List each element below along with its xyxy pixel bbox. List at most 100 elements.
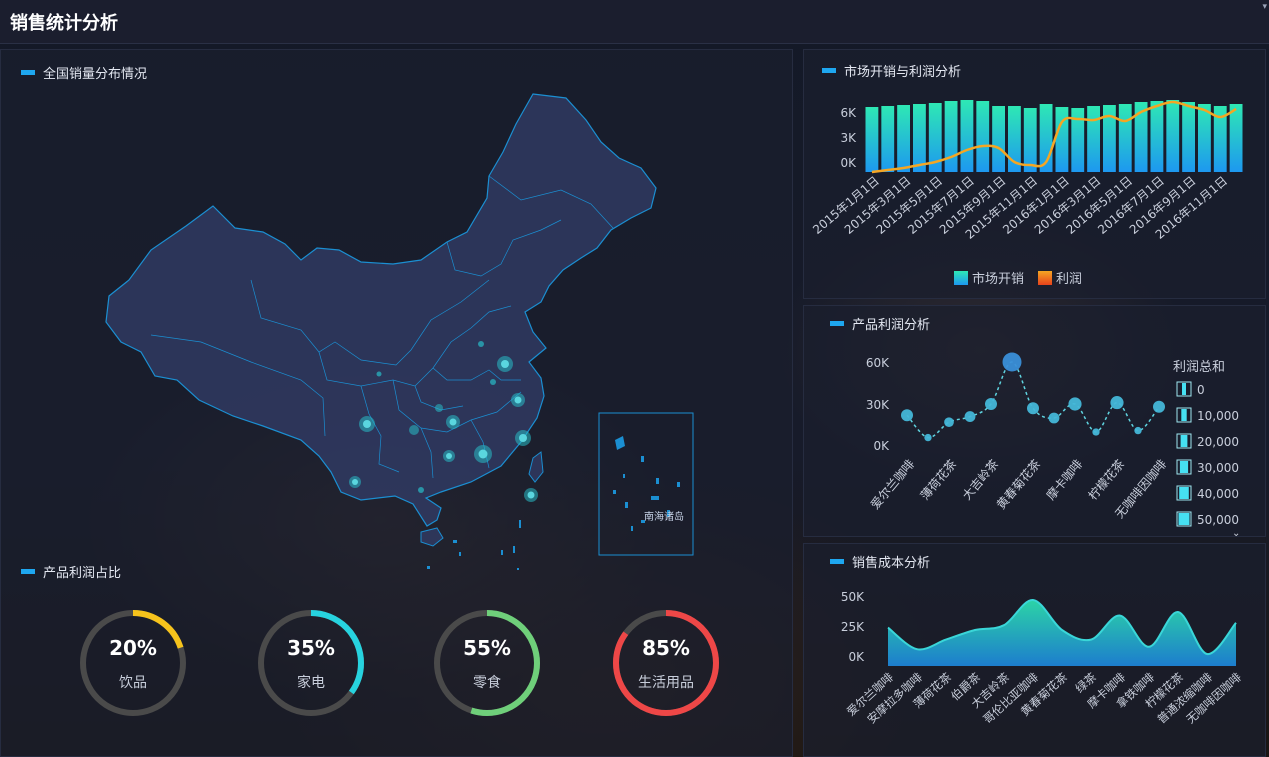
legend-swatch-spend [954, 271, 968, 285]
x-tick: 摩卡咖啡 [1043, 456, 1085, 502]
legend-label[interactable]: 利润 [1056, 272, 1082, 287]
ring-chart [434, 610, 540, 716]
bar[interactable] [960, 100, 974, 172]
bar[interactable] [1071, 108, 1085, 172]
legend-swatch [1176, 433, 1192, 449]
title-marker-icon [830, 559, 844, 564]
bar[interactable] [865, 107, 879, 172]
scatter-point[interactable] [1027, 402, 1039, 415]
bar[interactable] [1023, 108, 1037, 172]
bar[interactable] [1182, 102, 1195, 172]
profit-panel: 产品利润分析 60K 30K 0K 爱尔兰咖啡 薄荷花茶 大吉岭茶 黄春菊花茶 摩卡咖啡… [803, 305, 1267, 538]
scatter-point[interactable] [1153, 400, 1165, 413]
y-tick: 0K [840, 156, 857, 170]
ring-panel-header: 产品利润占比 [21, 562, 121, 581]
bar[interactable] [881, 106, 895, 172]
legend-swatch-fill [1181, 409, 1187, 421]
cost-area [888, 599, 1236, 666]
x-tick: 大吉岭茶 [959, 456, 1001, 502]
scatter-point[interactable] [944, 417, 954, 428]
legend-swatch-fill [1179, 487, 1189, 499]
ring-label: 零食 [473, 675, 501, 691]
bar[interactable] [897, 105, 910, 172]
map-panel-header: 全国销量分布情况 [21, 63, 147, 82]
bar[interactable] [1166, 100, 1180, 172]
ring-daily-goods[interactable]: 85% 生活用品 [611, 608, 721, 718]
ring-percent: 55% [463, 636, 511, 660]
scatter-point[interactable] [985, 398, 997, 410]
bar[interactable] [913, 104, 926, 172]
title-marker-icon [830, 321, 844, 326]
ring-appliances[interactable]: 35% 家电 [256, 608, 366, 718]
scatter-point[interactable] [1092, 428, 1100, 436]
cost-panel: 销售成本分析 50K 25K 0K 爱尔兰咖啡 安摩拉多咖啡 薄荷花茶 伯爵茶 大吉岭茶… [803, 543, 1266, 757]
scatter-point[interactable] [1048, 412, 1060, 424]
bar[interactable] [1150, 101, 1164, 172]
profit-panel-header: 产品利润分析 [830, 314, 930, 333]
inset-islands [613, 436, 680, 531]
legend-swatch [1176, 511, 1192, 527]
map-panel-title: 全国销量分布情况 [43, 67, 148, 82]
bar[interactable] [1103, 105, 1116, 172]
legend-swatch-fill [1180, 435, 1188, 447]
chevron-down-icon[interactable]: ⌄ [1232, 528, 1240, 538]
market-chart[interactable]: 6K 3K 0K 2015年1月1日2015年3月1日2015年5月1日2015… [804, 50, 1267, 300]
bar[interactable] [1229, 104, 1243, 172]
province-borders [150, 175, 614, 479]
x-tick: 黄春菊花茶 [993, 456, 1043, 512]
bar[interactable] [1213, 106, 1227, 172]
market-panel-header: 市场开销与利润分析 [822, 61, 961, 80]
scatter-point[interactable] [901, 409, 913, 422]
bar[interactable] [992, 106, 1005, 172]
legend-swatch-profit [1038, 271, 1052, 285]
bar[interactable] [976, 101, 990, 172]
profit-line [871, 100, 1237, 174]
legend-title: 利润总和 [1173, 360, 1225, 375]
market-panel: 市场开销与利润分析 6K 3K 0K 2015年1月1日 2015年3月1日 201… [803, 49, 1266, 299]
bar[interactable] [944, 101, 958, 172]
bar[interactable] [928, 103, 942, 172]
cost-chart[interactable]: 50K 25K 0K 爱尔兰咖啡安摩拉多咖啡薄荷花茶伯爵茶大吉岭茶哥伦比亚咖啡黄… [804, 544, 1267, 757]
bar[interactable] [1087, 106, 1100, 172]
bar[interactable] [1198, 104, 1211, 172]
ring-arc [80, 610, 186, 716]
cost-panel-header: 销售成本分析 [830, 552, 930, 571]
taiwan-island [528, 451, 544, 483]
y-tick: 0K [848, 650, 865, 664]
ring-drinks[interactable]: 20% 饮品 [78, 608, 188, 718]
legend-label: 30,000 [1197, 461, 1239, 475]
legend-swatch-fill [1179, 461, 1189, 473]
bar[interactable] [1134, 102, 1148, 172]
ring-chart [613, 610, 719, 716]
x-tick: 柠檬花茶 [1085, 456, 1127, 502]
scatter-point[interactable] [924, 433, 932, 442]
scatter-point[interactable] [1002, 352, 1022, 372]
china-outline [105, 93, 657, 527]
legend-swatch [1176, 407, 1192, 423]
legend-swatch-fill [1182, 383, 1186, 395]
ring-arc [258, 610, 364, 716]
y-tick: 25K [841, 620, 865, 634]
legend-label: 10,000 [1197, 409, 1239, 423]
x-tick: 薄荷花茶 [917, 456, 959, 502]
ring-snacks[interactable]: 55% 零食 [432, 608, 542, 718]
bar[interactable] [1008, 106, 1021, 172]
bar[interactable] [1055, 107, 1069, 172]
scatter-point[interactable] [1068, 397, 1082, 411]
china-map[interactable] [1, 80, 794, 570]
app-title-bar: 销售统计分析 ▾ [0, 0, 1269, 44]
cost-panel-title: 销售成本分析 [852, 556, 931, 571]
y-tick: 50K [841, 590, 865, 604]
ring-chart [258, 610, 364, 716]
city-markers[interactable] [349, 341, 538, 502]
scatter-point[interactable] [1110, 396, 1124, 410]
scatter-point[interactable] [1134, 426, 1142, 435]
bar[interactable] [1118, 104, 1132, 172]
legend-label[interactable]: 市场开销 [972, 271, 1024, 287]
y-tick: 30K [866, 398, 890, 412]
title-marker-icon [21, 70, 35, 75]
chevron-down-icon[interactable]: ▾ [1262, 2, 1267, 12]
scatter-point[interactable] [964, 411, 976, 423]
market-panel-title: 市场开销与利润分析 [844, 65, 962, 80]
